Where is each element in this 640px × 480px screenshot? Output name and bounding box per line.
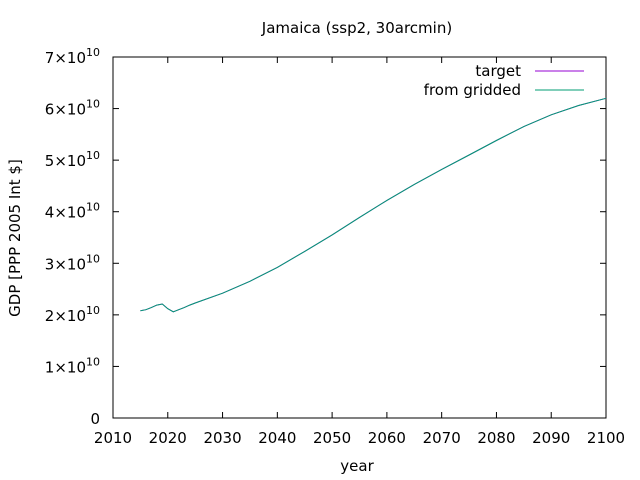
x-tick-label: 2090 <box>532 429 570 447</box>
x-tick-label: 2070 <box>423 429 461 447</box>
y-axis-label: GDP [PPP 2005 Int $] <box>6 159 24 317</box>
y-tick-label: 7×1010 <box>45 46 100 67</box>
x-tick-label: 2040 <box>258 429 296 447</box>
y-tick-label: 0 <box>90 410 100 428</box>
x-tick-label: 2060 <box>368 429 406 447</box>
x-tick-label: 2100 <box>587 429 625 447</box>
y-axis: 0 1×1010 2×1010 3×1010 4×1010 5×1010 6×1010 7×1… <box>45 46 606 428</box>
x-tick-label: 2010 <box>94 429 132 447</box>
series-lines <box>140 97 607 313</box>
legend-label: target <box>475 62 521 80</box>
plot-frame <box>112 56 607 419</box>
chart-title: Jamaica (ssp2, 30arcmin) <box>261 19 452 37</box>
x-tick-label: 2020 <box>149 429 187 447</box>
y-tick-label: 1×1010 <box>45 355 100 376</box>
series-line-target <box>140 97 607 313</box>
x-axis-label: year <box>340 457 374 475</box>
x-tick-label: 2030 <box>203 429 241 447</box>
x-tick-label: 2080 <box>477 429 515 447</box>
x-axis: 2010 2020 2030 2040 2050 2060 2070 2080 2090 2100 <box>94 57 625 447</box>
legend-label: from gridded <box>424 81 521 99</box>
x-tick-label: 2050 <box>313 429 351 447</box>
y-tick-label: 4×1010 <box>45 201 100 222</box>
y-tick-label: 6×1010 <box>45 98 100 119</box>
series-line-from-gridded <box>140 97 607 313</box>
y-tick-label: 2×1010 <box>45 304 100 325</box>
y-tick-label: 5×1010 <box>45 149 100 170</box>
y-tick-label: 3×1010 <box>45 252 100 273</box>
